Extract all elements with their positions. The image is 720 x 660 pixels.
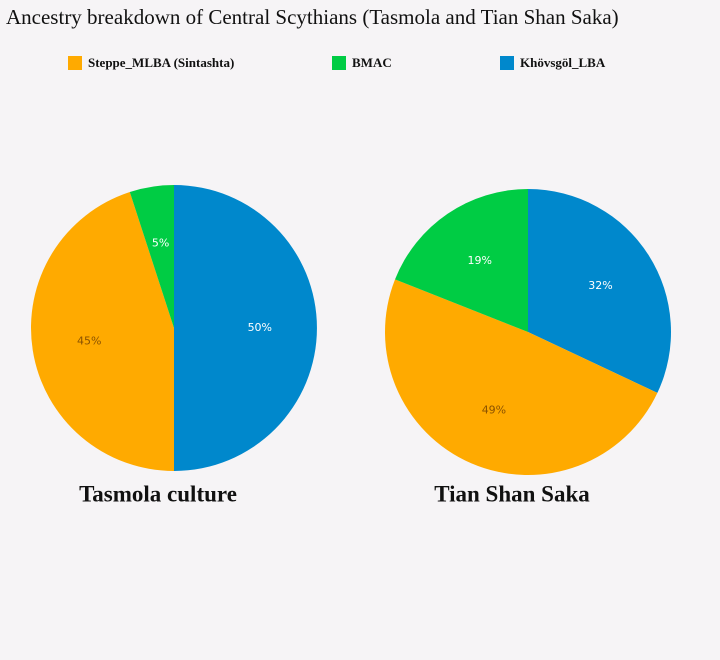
slice-label: 19% [468,254,492,267]
slice-label: 49% [482,404,506,417]
slice-label: 5% [152,236,169,249]
legend-label: Steppe_MLBA (Sintashta) [88,55,234,70]
legend-swatch [68,56,82,70]
pie-slice [385,279,658,475]
pie-slice [129,185,174,328]
chart-title: Ancestry breakdown of Central Scythians … [6,5,619,29]
pie-slice [528,189,671,393]
pie-slice [174,185,317,471]
slice-label: 50% [248,321,272,334]
legend-label: Khövsgöl_LBA [520,55,606,70]
slice-label: 32% [588,279,612,292]
pie-caption: Tasmola culture [79,481,237,506]
pie-slice [395,189,528,332]
legend-swatch [332,56,346,70]
pie-slice [31,191,174,472]
legend-swatch [500,56,514,70]
legend-label: BMAC [352,55,392,70]
pie-caption: Tian Shan Saka [434,481,590,506]
slice-label: 45% [77,334,101,347]
